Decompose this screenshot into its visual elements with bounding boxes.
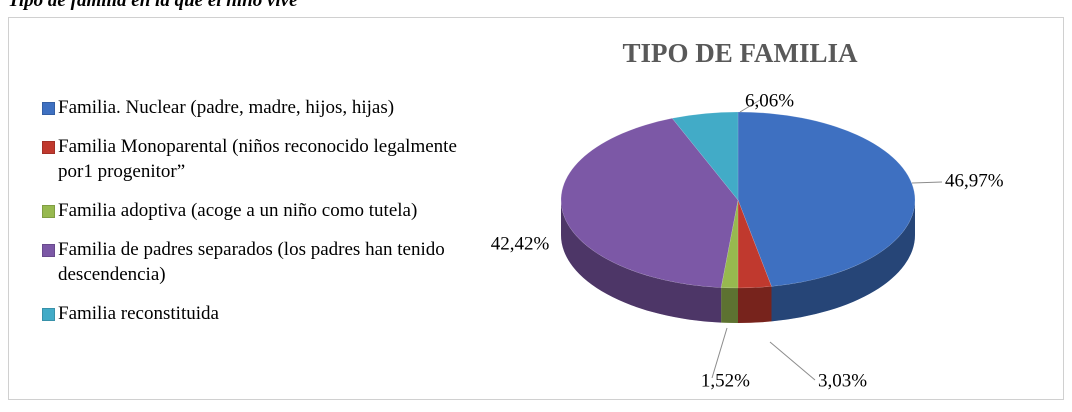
chart-title: TIPO DE FAMILIA	[622, 38, 858, 68]
slice	[737, 111, 916, 287]
legend: Familia. Nuclear (padre, madre, hijos, h…	[42, 95, 462, 340]
data-label: 3,03%	[818, 370, 867, 391]
leader-line	[769, 341, 816, 381]
slice-side	[738, 286, 772, 323]
legend-item: Familia de padres separados (los padres …	[42, 237, 462, 287]
leader-line	[911, 181, 943, 184]
slice-side-shade	[721, 287, 738, 323]
slice-side	[721, 287, 738, 323]
legend-label: Familia Monoparental (niños reconocido l…	[58, 136, 457, 182]
data-label: 6,06%	[745, 90, 794, 111]
legend-swatch	[42, 308, 55, 321]
legend-item: Familia. Nuclear (padre, madre, hijos, h…	[42, 95, 462, 120]
legend-item: Familia reconstituida	[42, 301, 462, 326]
legend-swatch	[42, 141, 55, 154]
legend-label: Familia reconstituida	[58, 303, 219, 324]
legend-swatch	[42, 102, 55, 115]
leader-line	[739, 99, 761, 113]
data-label: 1,52%	[701, 370, 750, 391]
chart-frame	[8, 17, 1064, 400]
legend-label: Familia de padres separados (los padres …	[58, 239, 445, 285]
leader-line	[711, 327, 728, 379]
slice-side-shade	[738, 286, 772, 323]
slice	[737, 199, 772, 289]
slice	[560, 118, 739, 288]
data-label: 42,42%	[491, 233, 550, 254]
slice-side	[561, 200, 722, 323]
legend-item: Familia adoptiva (acoge a un niño como t…	[42, 198, 462, 223]
legend-item: Familia Monoparental (niños reconocido l…	[42, 134, 462, 184]
legend-swatch	[42, 244, 55, 257]
slice	[720, 199, 739, 289]
slice	[671, 111, 739, 201]
slice-side-shade	[771, 200, 916, 322]
legend-label: Familia adoptiva (acoge a un niño como t…	[58, 200, 418, 221]
caption: Tipo de familia en la que el niño vive	[8, 0, 298, 11]
legend-label: Familia. Nuclear (padre, madre, hijos, h…	[58, 97, 395, 118]
data-label: 46,97%	[945, 170, 1004, 191]
slice-side	[771, 200, 916, 322]
legend-swatch	[42, 205, 55, 218]
slice-side-shade	[561, 200, 722, 323]
